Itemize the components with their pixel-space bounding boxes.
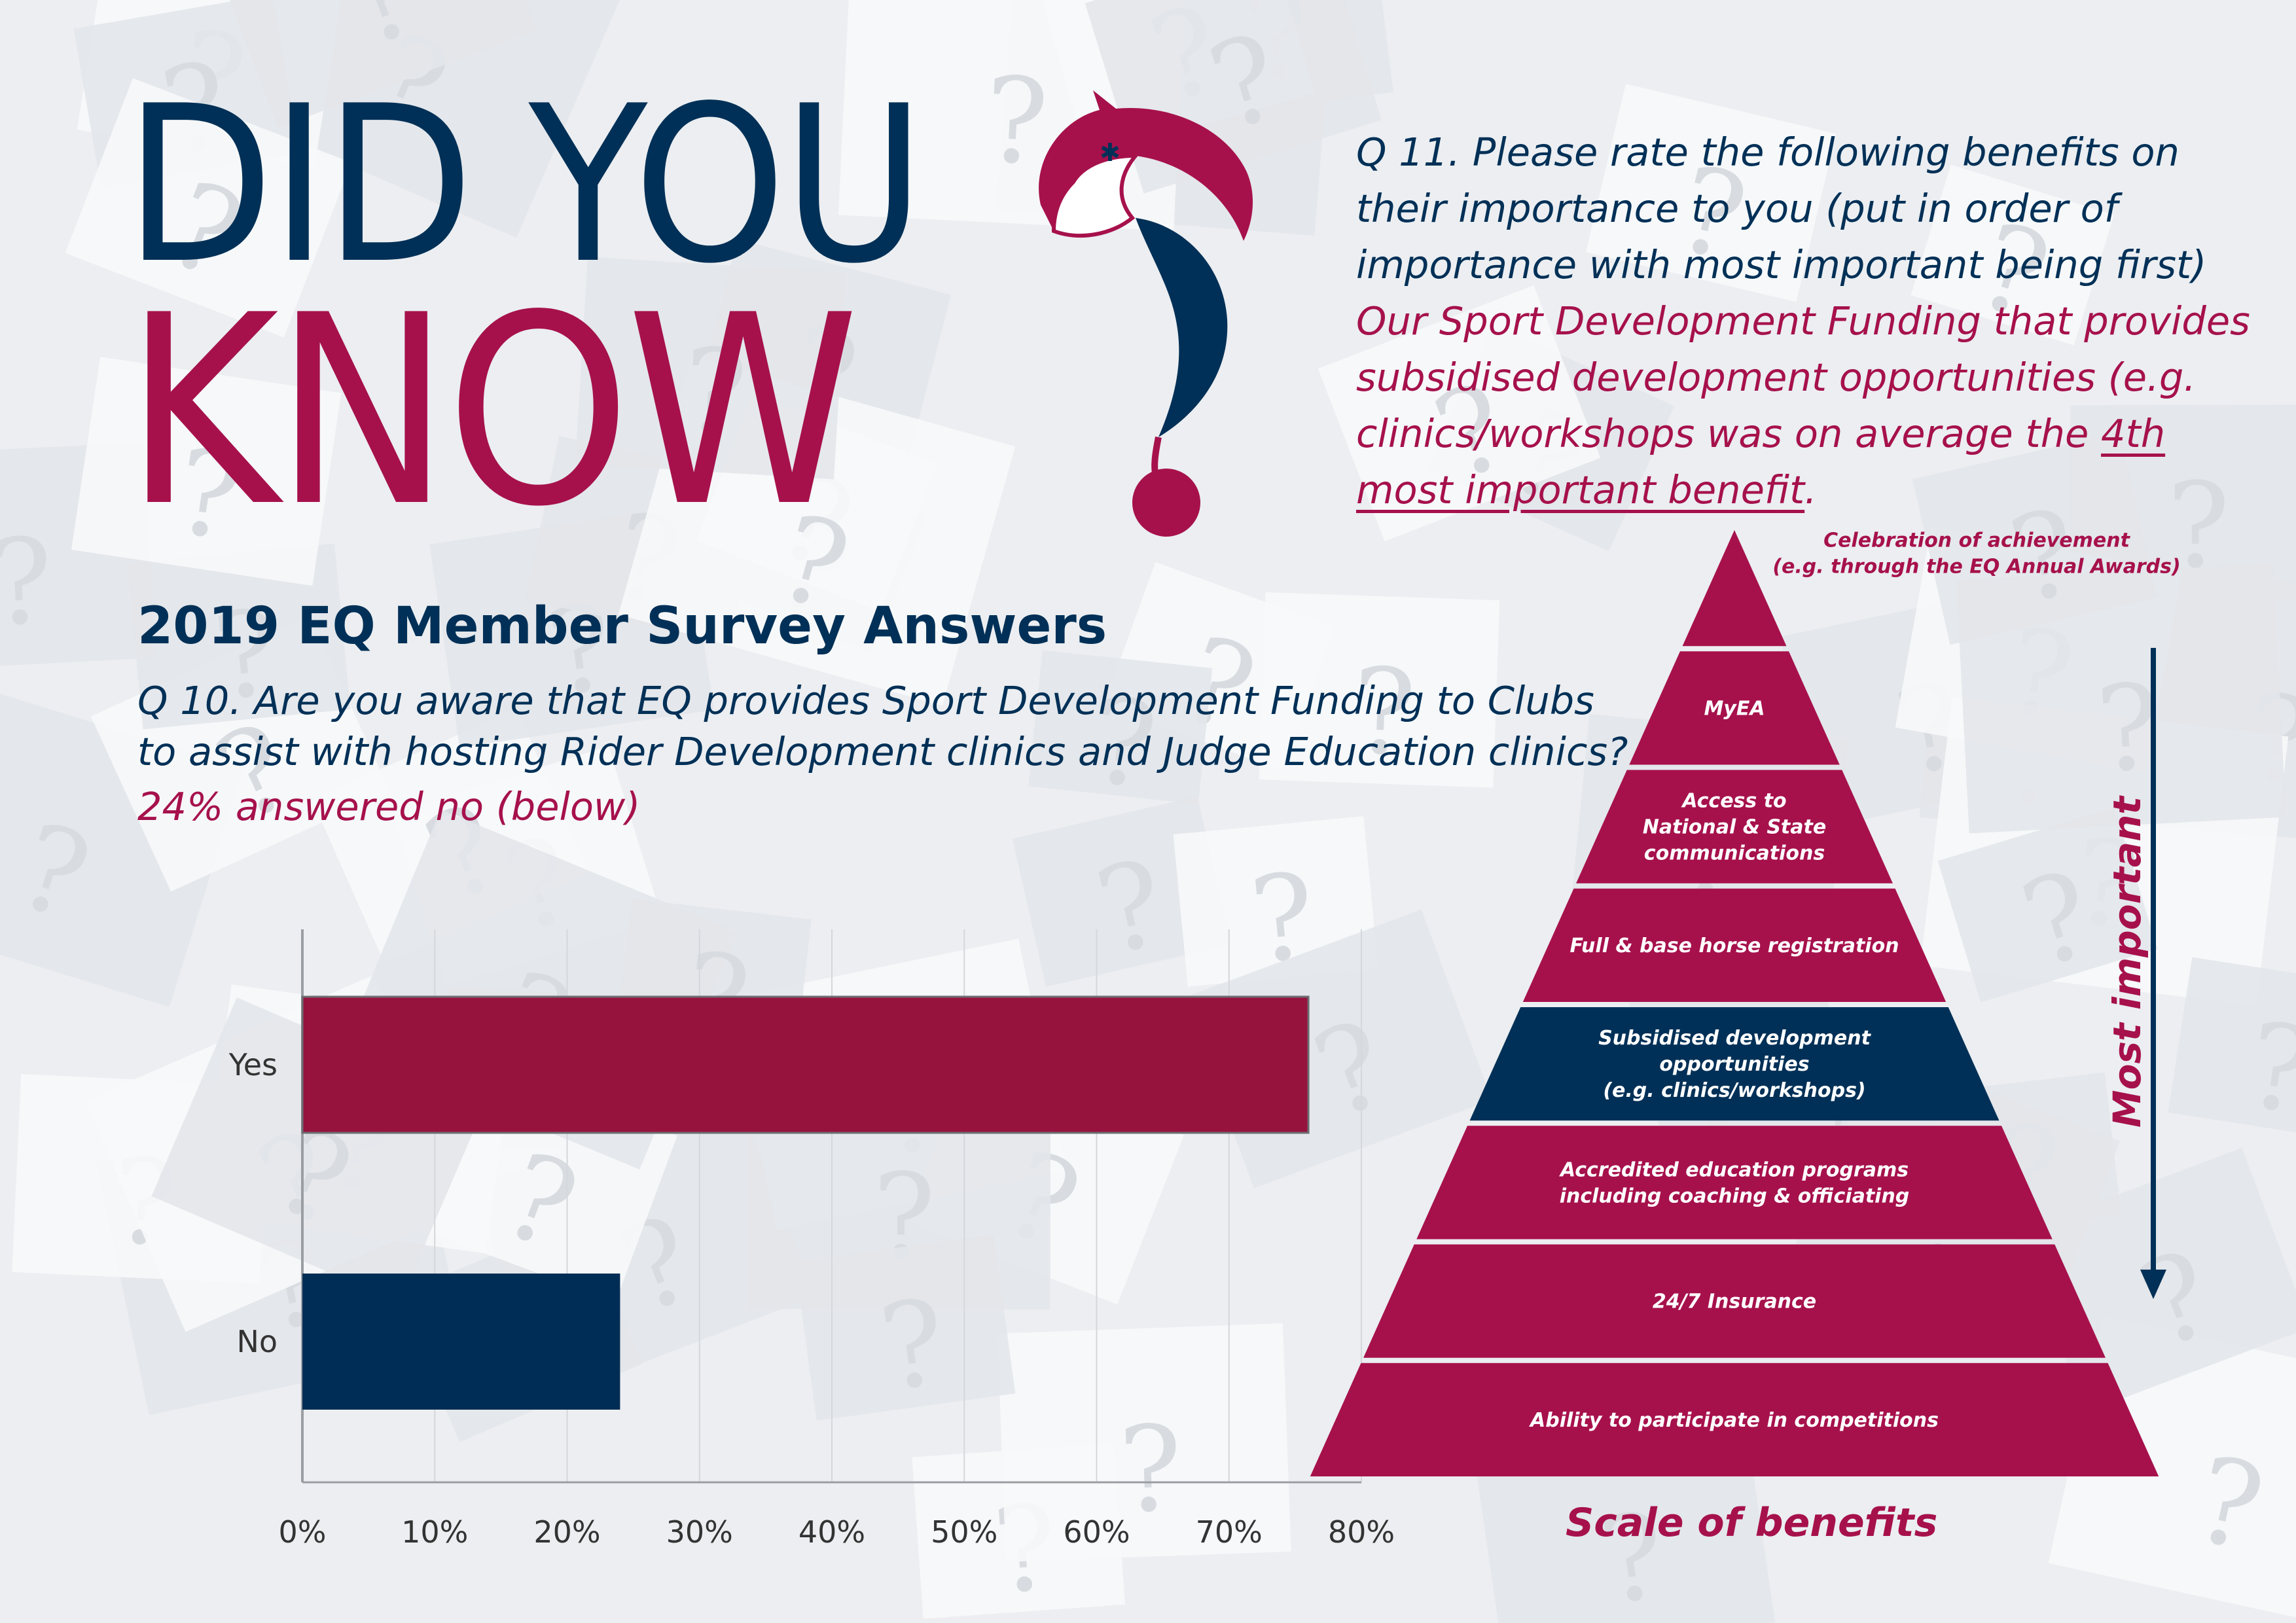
x-tick-label: 10% bbox=[401, 1514, 468, 1550]
pyramid-level-label: 24/7 Insurance bbox=[1653, 1291, 1816, 1313]
x-tick-label: 0% bbox=[279, 1514, 327, 1550]
pyramid-level-label: Accredited education programs including c… bbox=[1559, 1158, 1909, 1207]
bar-yes bbox=[301, 995, 1310, 1134]
q10-answer: 24% answered no (below) bbox=[137, 784, 641, 829]
bar-no bbox=[302, 1274, 620, 1410]
x-tick-label: 50% bbox=[931, 1514, 997, 1550]
survey-title: 2019 EQ Member Survey Answers bbox=[137, 597, 1107, 656]
svg-text:?: ? bbox=[1350, 643, 1418, 782]
svg-text:?: ? bbox=[982, 52, 1051, 191]
pyramid-y-label: Most important bbox=[2105, 796, 2149, 1128]
svg-text:?: ? bbox=[1117, 1400, 1185, 1539]
pyramid-level bbox=[1682, 530, 1787, 647]
x-tick-label: 20% bbox=[533, 1514, 600, 1550]
x-tick-label: 40% bbox=[798, 1514, 865, 1550]
svg-text:?: ? bbox=[0, 513, 56, 653]
pyramid-x-label: Scale of benefits bbox=[1566, 1500, 1938, 1546]
pyramid-level-label: Celebration of achievement (e.g. through … bbox=[1772, 529, 2180, 579]
x-tick-label: 30% bbox=[666, 1514, 733, 1550]
pyramid-level-label: Full & base horse registration bbox=[1570, 935, 1899, 957]
pyramid-level-label: Ability to participate in competitions bbox=[1529, 1409, 1939, 1432]
pyramid-level-label: Subsidised development opportunities (e.g.… bbox=[1598, 1027, 1872, 1102]
svg-text:?: ? bbox=[208, 584, 284, 726]
q11-block: Q 11. Please rate the following benefits… bbox=[1356, 124, 2272, 518]
q11-answer-highlight: 4th most important benefit bbox=[1356, 411, 2166, 512]
q11-answer: Our Sport Development Funding that provi… bbox=[1356, 293, 2272, 518]
pyramid-level-label: MyEA bbox=[1704, 697, 1765, 720]
x-tick-label: 60% bbox=[1063, 1514, 1130, 1550]
awareness-bar-chart: 0% 10% 20% 30% 40% 50% 60% 70% 80% Yes No bbox=[228, 929, 1395, 1550]
svg-text:?: ? bbox=[1086, 673, 1163, 815]
pyramid-level bbox=[1522, 888, 1946, 1002]
pyramid-level bbox=[1469, 1007, 2000, 1121]
pyramid-level bbox=[1576, 770, 1893, 883]
x-tick-label: 70% bbox=[1196, 1514, 1263, 1550]
q10-question: Q 10. Are you aware that EQ provides Spo… bbox=[137, 678, 1628, 774]
benefits-pyramid: Celebration of achievement (e.g. through … bbox=[1310, 529, 2181, 1476]
category-label-no: No bbox=[236, 1324, 278, 1359]
svg-text:✱: ✱ bbox=[1100, 138, 1121, 167]
pyramid-level bbox=[1629, 651, 1840, 765]
pyramid-level bbox=[1363, 1244, 2106, 1358]
pyramid-level bbox=[1416, 1126, 2053, 1240]
headline-did-you: DID YOU bbox=[124, 60, 925, 311]
q11-answer-tail: . bbox=[1804, 467, 1817, 512]
q11-answer-lead: Our Sport Development Funding that provi… bbox=[1356, 298, 2250, 456]
category-label-yes: Yes bbox=[228, 1047, 278, 1082]
q10-block: Q 10. Are you aware that EQ provides Spo… bbox=[137, 675, 1643, 832]
headline-know: KNOW bbox=[124, 260, 859, 564]
q11-question: Q 11. Please rate the following benefits… bbox=[1356, 130, 2207, 287]
pyramid-level-label: Access to National & State communications bbox=[1643, 790, 1826, 865]
importance-arrow bbox=[2140, 648, 2166, 1299]
horse-question-mark-logo: ✱ bbox=[1039, 90, 1253, 537]
svg-text:?: ? bbox=[679, 323, 750, 463]
x-tick-label: 80% bbox=[1328, 1514, 1395, 1550]
pyramid-level bbox=[1310, 1363, 2159, 1476]
